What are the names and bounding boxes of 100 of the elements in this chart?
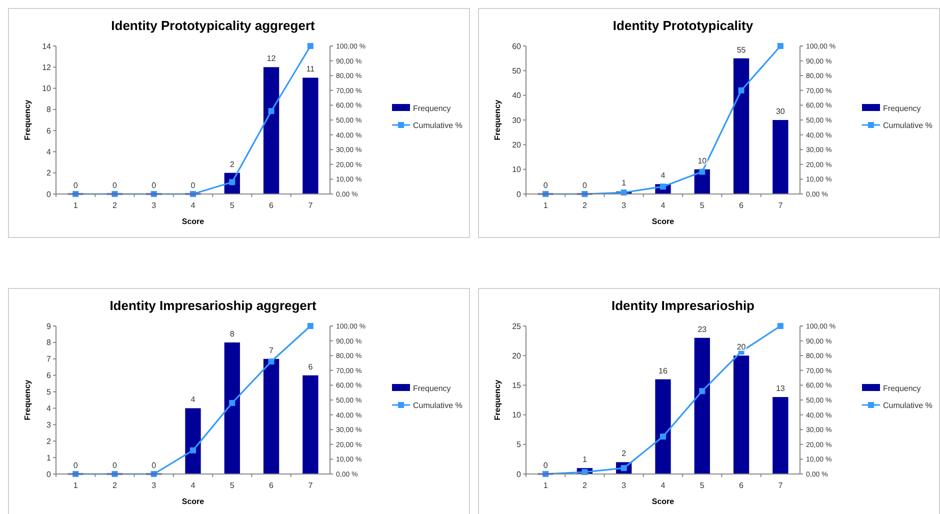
x-axis-title: Score	[652, 217, 675, 226]
data-label: 55	[736, 45, 746, 54]
y-axis-title: Frequency	[493, 99, 502, 140]
x-tick-label: 5	[230, 481, 235, 490]
y-tick-label: 12	[42, 62, 52, 72]
y-axis-title: Frequency	[23, 379, 32, 420]
y-tick-label: 8	[46, 338, 52, 348]
y-tick-label: 0	[516, 190, 522, 199]
x-tick-label: 2	[112, 201, 118, 210]
y-tick-label: 0	[516, 470, 522, 479]
data-label: 0	[190, 181, 196, 190]
chart-title: Identity Prototypicality aggregert	[111, 18, 316, 33]
x-tick-label: 1	[543, 201, 548, 210]
y-tick-label: 2	[46, 436, 52, 446]
x-tick-label: 3	[152, 481, 157, 490]
y-tick-label: 9	[46, 322, 52, 331]
x-tick-label: 5	[700, 201, 705, 210]
data-label: 8	[230, 329, 235, 338]
y-tick-label: 5	[516, 440, 522, 450]
legend-label: Frequency	[883, 104, 921, 113]
x-tick-label: 1	[543, 481, 548, 490]
y-tick-label: 10	[42, 84, 52, 94]
y-tick-label: 20	[512, 351, 522, 360]
y-tick-label: 0	[46, 470, 52, 479]
y-tick-label: 20	[512, 140, 522, 150]
legend-label: Cumulative %	[883, 400, 932, 410]
y-tick-label: 25	[512, 322, 522, 331]
chart-title: Identity Impresarioship	[611, 298, 755, 313]
x-tick-label: 6	[269, 481, 274, 490]
y-tick-label: 4	[46, 148, 52, 157]
legend-label: Frequency	[413, 384, 451, 393]
x-tick-label: 2	[582, 481, 588, 490]
data-label: 13	[776, 384, 786, 394]
data-label: 4	[660, 171, 666, 180]
y-tick-label: 8	[46, 105, 52, 114]
x-tick-label: 1	[73, 481, 78, 490]
y-axis-title: Frequency	[23, 99, 32, 140]
y-axis-title: Frequency	[493, 379, 502, 420]
x-tick-label: 5	[230, 201, 235, 210]
x-tick-label: 7	[308, 481, 314, 490]
y-tick-label: 5	[46, 388, 52, 397]
y-tick-label: 0	[46, 190, 52, 199]
x-tick-label: 6	[739, 201, 744, 210]
x-tick-label: 7	[308, 201, 314, 210]
y-tick-label: 40	[512, 91, 522, 100]
legend-label: Cumulative %	[883, 120, 932, 130]
legend-label: Cumulative %	[413, 120, 462, 130]
x-tick-label: 1	[73, 201, 78, 210]
y-tick-label: 14	[42, 42, 52, 51]
x-tick-label: 4	[660, 481, 666, 490]
data-label: 0	[112, 461, 118, 470]
data-label: 0	[543, 461, 548, 470]
data-label: 30	[776, 107, 786, 116]
y-tick-label: 6	[46, 371, 52, 380]
y-tick-label: 30	[512, 116, 522, 125]
data-label: 0	[152, 181, 157, 190]
x-tick-label: 4	[190, 201, 196, 210]
data-label: 11	[306, 64, 316, 74]
x-tick-label: 7	[778, 481, 784, 490]
data-label: 0	[112, 181, 118, 190]
x-axis-title: Score	[652, 497, 675, 506]
data-label: 0	[73, 181, 78, 190]
chart-title: Identity Impresarioship aggregert	[110, 298, 317, 313]
data-label: 23	[698, 324, 708, 334]
y-tick-label: 4	[46, 404, 52, 414]
y-tick-label: 3	[46, 420, 52, 430]
y-tick-label: 7	[46, 354, 52, 364]
x-tick-label: 5	[700, 481, 705, 490]
legend-label: Frequency	[413, 104, 451, 113]
y-tick-label: 15	[512, 381, 522, 390]
data-label: 16	[658, 366, 668, 376]
chart-title: Identity Prototypicality	[612, 18, 754, 33]
legend-label: Cumulative %	[413, 400, 462, 410]
data-label: 1	[582, 455, 588, 464]
y-tick-label: 10	[512, 165, 522, 174]
y-tick-label: 1	[46, 453, 52, 462]
x-tick-label: 6	[739, 481, 744, 490]
x-tick-label: 2	[582, 201, 588, 210]
data-label: 0	[543, 181, 548, 190]
x-tick-label: 4	[660, 201, 666, 210]
x-tick-label: 2	[112, 481, 118, 490]
x-tick-label: 6	[269, 201, 274, 210]
x-axis-title: Score	[182, 217, 205, 226]
x-axis-title: Score	[182, 497, 205, 506]
y-tick-label: 60	[512, 42, 522, 51]
data-label: 7	[269, 346, 274, 355]
data-label: 10	[698, 156, 708, 166]
x-tick-label: 3	[622, 481, 627, 490]
x-tick-label: 4	[190, 481, 196, 490]
x-tick-label: 3	[152, 201, 157, 210]
data-label: 12	[266, 54, 276, 64]
x-tick-label: 7	[778, 201, 784, 210]
legend-label: Frequency	[883, 384, 921, 393]
data-label: 6	[308, 362, 314, 372]
data-label: 2	[230, 160, 235, 169]
data-label: 4	[190, 395, 196, 404]
data-label: 0	[73, 461, 78, 470]
data-label: 2	[622, 449, 627, 458]
data-label: 0	[582, 181, 588, 190]
y-tick-label: 50	[512, 66, 522, 76]
